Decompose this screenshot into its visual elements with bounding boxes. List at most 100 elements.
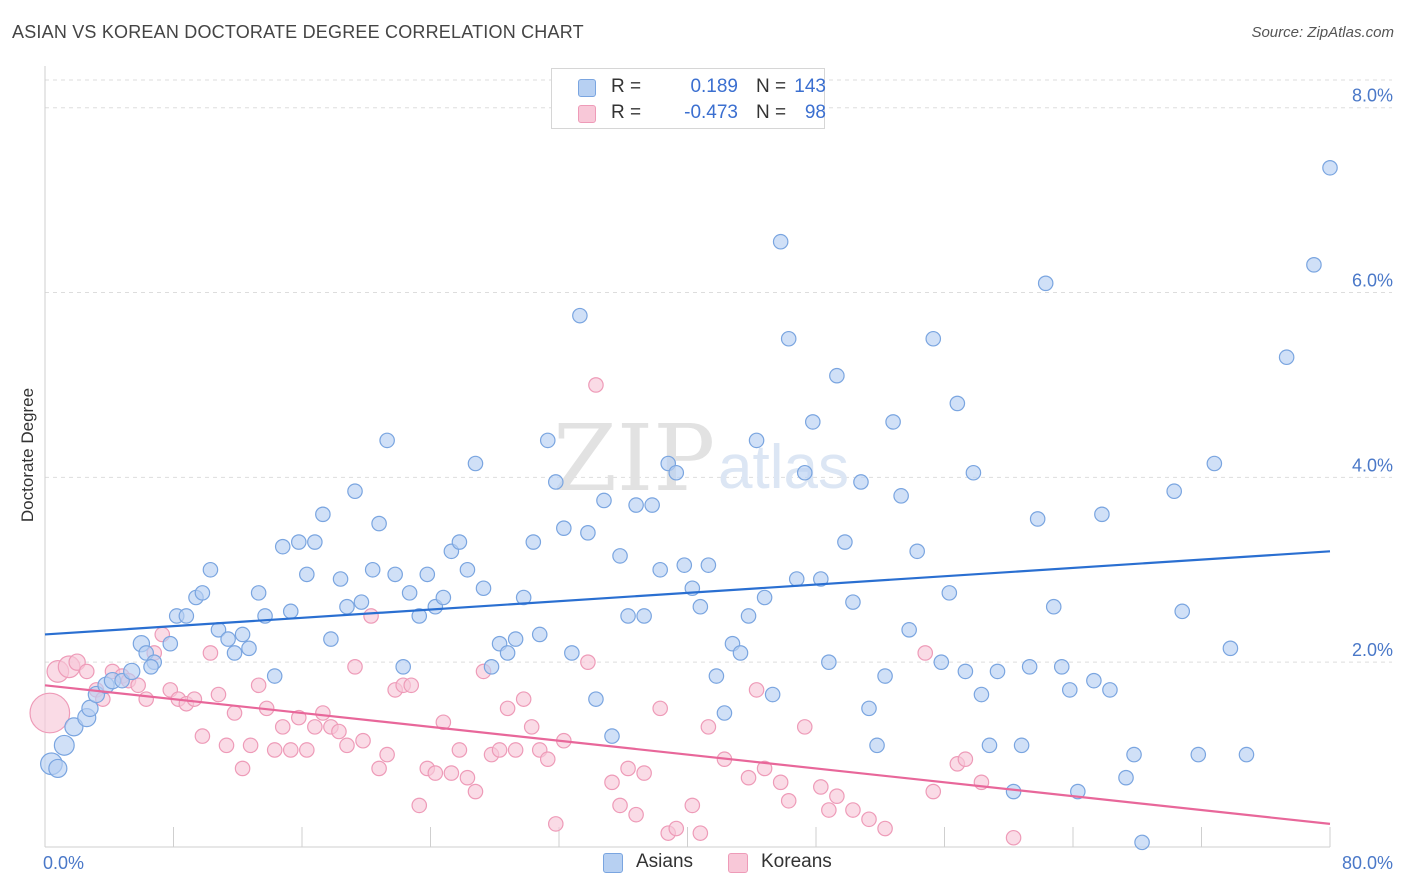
asian-point bbox=[764, 686, 781, 703]
korean-point bbox=[668, 820, 685, 837]
asian-point bbox=[1306, 257, 1322, 273]
asian-point bbox=[1013, 737, 1030, 754]
r-value: 0.189 bbox=[690, 76, 738, 97]
korean-point bbox=[748, 682, 765, 698]
korean-point bbox=[315, 705, 331, 721]
asian-point bbox=[756, 589, 773, 606]
korean-point bbox=[282, 742, 299, 758]
asian-point bbox=[1021, 659, 1038, 675]
x-tick-label: 80.0% bbox=[1342, 853, 1393, 873]
asian-point bbox=[588, 691, 604, 707]
korean-point bbox=[130, 677, 146, 694]
asian-point bbox=[299, 566, 315, 583]
korean-point bbox=[29, 692, 71, 734]
asian-point bbox=[194, 585, 211, 601]
korean-point bbox=[684, 797, 701, 814]
korean-point bbox=[515, 691, 532, 707]
korean-point bbox=[78, 663, 95, 680]
korean-point bbox=[588, 377, 604, 393]
korean-point bbox=[226, 705, 243, 721]
asian-point bbox=[957, 663, 974, 680]
n-value: 143 bbox=[794, 76, 826, 97]
asian-point bbox=[853, 474, 869, 490]
asian-point bbox=[1094, 506, 1110, 523]
korean-point bbox=[628, 806, 644, 823]
korean-point bbox=[756, 760, 773, 777]
korean-point bbox=[877, 820, 893, 837]
asian-point bbox=[700, 557, 717, 573]
korean-point bbox=[379, 746, 395, 763]
korean-point bbox=[339, 737, 355, 754]
asian-point bbox=[266, 668, 283, 684]
asian-point bbox=[220, 631, 236, 647]
korean-point bbox=[411, 797, 428, 814]
legend-label-koreans: Koreans bbox=[761, 851, 832, 872]
korean-point bbox=[580, 654, 596, 670]
asian-point bbox=[933, 654, 950, 670]
y-axis-label: Doctorate Degree bbox=[18, 388, 37, 522]
asian-point bbox=[572, 307, 588, 324]
asian-point bbox=[53, 734, 75, 756]
asian-point bbox=[475, 580, 492, 597]
asian-point bbox=[1029, 511, 1046, 527]
asian-point bbox=[692, 598, 709, 615]
trend-lines bbox=[44, 550, 1331, 825]
x-tick-label: 0.0% bbox=[43, 853, 84, 873]
n-label: N = bbox=[756, 76, 787, 97]
asian-point bbox=[202, 561, 219, 578]
korean-point bbox=[202, 645, 219, 661]
korean-point bbox=[274, 719, 291, 735]
asian-point bbox=[401, 585, 418, 601]
asian-point bbox=[467, 455, 484, 472]
asian-point bbox=[307, 534, 323, 550]
korean-point bbox=[307, 719, 323, 735]
asian-point bbox=[1206, 455, 1223, 472]
korean-point bbox=[467, 783, 484, 800]
asian-point bbox=[395, 659, 411, 675]
watermark-atlas: atlas bbox=[718, 433, 849, 502]
asian-point bbox=[451, 534, 468, 550]
korean-point bbox=[829, 788, 845, 804]
asian-point bbox=[1037, 275, 1054, 292]
korean-point bbox=[499, 700, 516, 717]
r-value: -0.473 bbox=[684, 102, 738, 123]
asian-point bbox=[837, 534, 853, 550]
asian-point bbox=[869, 737, 885, 754]
asian-point bbox=[547, 474, 564, 490]
asian-point bbox=[564, 645, 580, 661]
korean-point bbox=[138, 691, 154, 707]
korean-point bbox=[451, 742, 468, 758]
asian-point bbox=[708, 668, 725, 684]
asian-point bbox=[435, 589, 452, 606]
korean-point bbox=[604, 774, 620, 791]
asian-point bbox=[965, 464, 982, 481]
asian-point bbox=[459, 561, 476, 578]
asian-point bbox=[525, 534, 542, 550]
asian-point bbox=[419, 566, 436, 583]
asian-point bbox=[989, 663, 1006, 680]
korean-points bbox=[29, 377, 1022, 846]
asian-point bbox=[339, 598, 355, 615]
korean-point bbox=[772, 774, 789, 791]
korean-point bbox=[821, 802, 837, 818]
asian-point bbox=[1278, 349, 1295, 366]
asian-point bbox=[123, 662, 141, 681]
asian-point bbox=[893, 488, 909, 504]
asian-point bbox=[411, 608, 428, 624]
korean-point bbox=[957, 751, 974, 768]
asian-point bbox=[290, 534, 307, 550]
y-tick-label: 2.0% bbox=[1352, 640, 1393, 660]
asian-point bbox=[748, 432, 765, 449]
korean-point bbox=[539, 751, 556, 768]
asian-point bbox=[162, 635, 179, 652]
n-value: 98 bbox=[804, 102, 826, 123]
asian-point bbox=[909, 543, 925, 560]
korean-point bbox=[242, 737, 259, 754]
asian-point bbox=[636, 608, 652, 624]
asian-point bbox=[1190, 746, 1207, 763]
asian-point bbox=[1134, 834, 1150, 851]
asian-point bbox=[483, 659, 500, 675]
watermark-zip: ZIP bbox=[553, 405, 715, 512]
korean-point bbox=[652, 700, 668, 717]
asian-point bbox=[804, 414, 821, 430]
